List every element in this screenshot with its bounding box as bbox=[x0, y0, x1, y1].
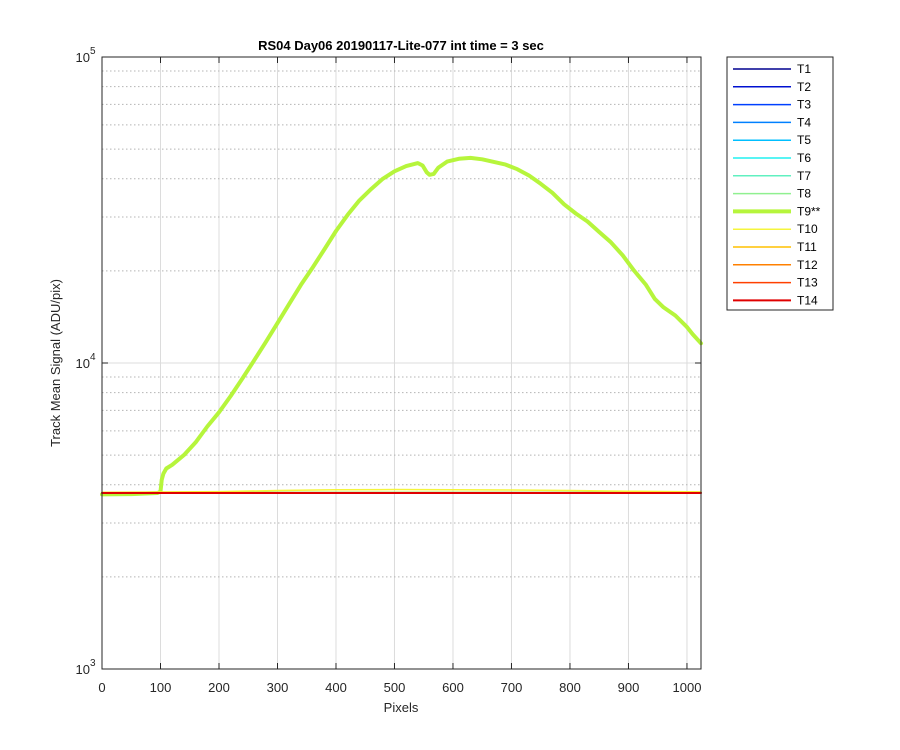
y-axis-label: Track Mean Signal (ADU/pix) bbox=[48, 279, 63, 447]
series-lines bbox=[100, 155, 703, 497]
legend-item: T9** bbox=[733, 204, 821, 218]
legend-item: T13 bbox=[733, 276, 818, 290]
legend-item: T11 bbox=[733, 240, 817, 254]
y-tick-base: 10 bbox=[76, 50, 90, 65]
legend-item: T12 bbox=[733, 258, 818, 272]
x-tick-label: 800 bbox=[559, 680, 581, 695]
legend-label: T2 bbox=[797, 80, 811, 94]
y-tick-exponent: 3 bbox=[90, 658, 96, 669]
legend-label: T3 bbox=[797, 98, 811, 112]
legend-item: T6 bbox=[733, 151, 811, 165]
x-tick-label: 900 bbox=[618, 680, 640, 695]
x-tick-label: 600 bbox=[442, 680, 464, 695]
y-tick-base: 10 bbox=[76, 662, 90, 677]
legend-item: T1 bbox=[733, 62, 811, 76]
y-tick-exponent: 4 bbox=[90, 352, 96, 363]
grid bbox=[102, 57, 701, 669]
x-axis-label: Pixels bbox=[384, 700, 419, 715]
x-tick-label: 400 bbox=[325, 680, 347, 695]
legend-item: T14 bbox=[733, 293, 818, 307]
x-tick-label: 0 bbox=[98, 680, 105, 695]
x-tick-label: 100 bbox=[150, 680, 172, 695]
legend-item: T2 bbox=[733, 80, 811, 94]
x-tick-label: 1000 bbox=[673, 680, 702, 695]
x-tick-label: 700 bbox=[501, 680, 523, 695]
x-tick-label: 200 bbox=[208, 680, 230, 695]
legend-label: T4 bbox=[797, 115, 811, 129]
legend-item: T8 bbox=[733, 187, 811, 201]
legend-item: T3 bbox=[733, 98, 811, 112]
legend-label: T13 bbox=[797, 276, 818, 290]
y-tick-label: 10 4 bbox=[76, 352, 96, 371]
legend-label: T8 bbox=[797, 187, 811, 201]
legend-label: T10 bbox=[797, 222, 818, 236]
x-axis-ticks: 0 100 200 300 400 500 600 700 800 900 1000 bbox=[98, 57, 701, 695]
series-line-9 bbox=[100, 155, 703, 497]
legend-box bbox=[726, 56, 834, 311]
legend-item: T5 bbox=[733, 133, 811, 147]
x-tick-label: 300 bbox=[267, 680, 289, 695]
legend-item: T10 bbox=[733, 222, 818, 236]
legend-label: T5 bbox=[797, 133, 811, 147]
legend-label: T9** bbox=[797, 204, 821, 218]
y-tick-exponent: 5 bbox=[90, 46, 96, 57]
legend-item: T7 bbox=[733, 169, 811, 183]
chart-title: RS04 Day06 20190117-Lite-077 int time = … bbox=[258, 38, 544, 53]
legend-label: T12 bbox=[797, 258, 818, 272]
legend-label: T6 bbox=[797, 151, 811, 165]
y-tick-label: 10 5 bbox=[76, 46, 96, 65]
y-tick-base: 10 bbox=[76, 356, 90, 371]
series-line-10 bbox=[101, 488, 702, 494]
legend-label: T1 bbox=[797, 62, 811, 76]
y-tick-label: 10 3 bbox=[76, 658, 96, 677]
legend: T1 T2 T3 T4 T5 T6 T7 T8 T9** T10 T11 T12 T13 T14 bbox=[726, 56, 834, 311]
legend-label: T14 bbox=[797, 293, 818, 307]
legend-label: T7 bbox=[797, 169, 811, 183]
x-tick-label: 500 bbox=[384, 680, 406, 695]
legend-item: T4 bbox=[733, 115, 811, 129]
legend-label: T11 bbox=[797, 240, 817, 254]
